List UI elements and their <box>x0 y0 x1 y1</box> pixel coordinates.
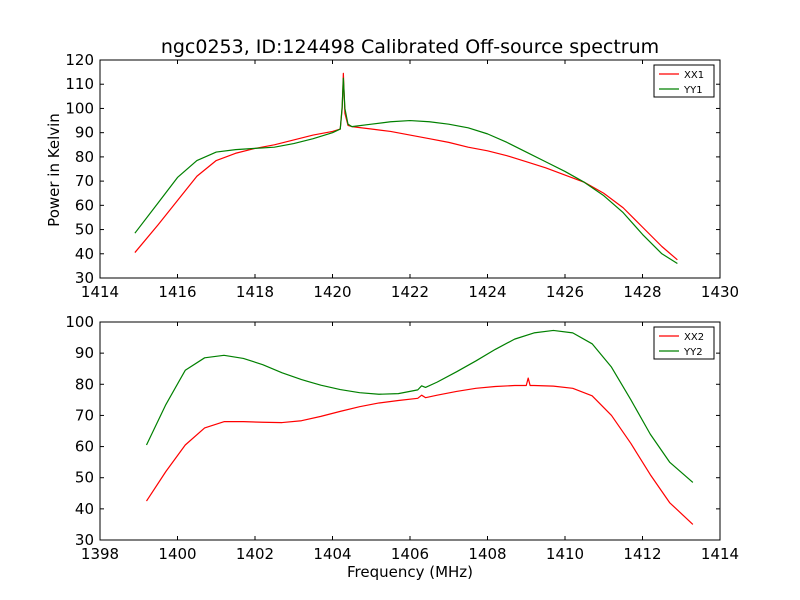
bottom-x-axis-label: Frequency (MHz) <box>347 563 473 581</box>
series-line-xx2 <box>145 377 694 525</box>
x-tick-label: 1404 <box>313 545 351 563</box>
x-tick-label: 1410 <box>546 545 584 563</box>
x-tick-label: 1418 <box>236 283 274 301</box>
x-tick-label: 1414 <box>701 545 739 563</box>
bottom-plot: 1398 1400 1402 1404 1406 1408 1410 1412 1414 30 40… <box>65 313 739 563</box>
y-tick-label: 50 <box>75 469 94 487</box>
y-tick-label: 80 <box>75 148 94 166</box>
x-tick-label: 1430 <box>701 283 739 301</box>
series-line-xx1 <box>134 72 678 261</box>
x-tick-label: 1424 <box>468 283 506 301</box>
x-tick-label: 1422 <box>391 283 429 301</box>
legend-box <box>653 326 715 360</box>
y-tick-label: 100 <box>65 99 94 117</box>
y-tick-label: 40 <box>75 500 94 518</box>
y-tick-label: 80 <box>75 375 94 393</box>
legend-box <box>653 64 715 98</box>
x-tick-label: 1420 <box>313 283 351 301</box>
top-chart-title: ngc0253, ID:124498 Calibrated Off-source… <box>161 36 659 58</box>
x-tick-label: 1402 <box>236 545 274 563</box>
y-tick-label: 60 <box>75 438 94 456</box>
series-line-yy1 <box>134 77 678 264</box>
y-tick-label: 90 <box>75 124 94 142</box>
top-plot: 1414 1416 1418 1420 1422 1424 1426 1428 1430 30 40… <box>65 51 739 301</box>
y-tick-label: 40 <box>75 245 94 263</box>
y-tick-label: 120 <box>65 51 94 69</box>
legend-label-xx2: XX2 <box>684 332 704 343</box>
x-tick-label: 1414 <box>81 283 119 301</box>
y-tick-label: 70 <box>75 172 94 190</box>
x-tick-label: 1416 <box>158 283 196 301</box>
x-tick-label: 1428 <box>623 283 661 301</box>
top-y-axis-label: Power in Kelvin <box>45 113 63 227</box>
y-tick-label: 50 <box>75 221 94 239</box>
y-tick-label: 70 <box>75 406 94 424</box>
x-tick-label: 1412 <box>623 545 661 563</box>
y-tick-label: 110 <box>65 75 94 93</box>
series-line-yy2 <box>145 329 694 483</box>
x-tick-label: 1408 <box>468 545 506 563</box>
legend-label-yy1: YY1 <box>683 85 703 96</box>
x-tick-label: 1400 <box>158 545 196 563</box>
y-tick-label: 30 <box>75 269 94 287</box>
x-tick-label: 1406 <box>391 545 429 563</box>
x-tick-label: 1398 <box>81 545 119 563</box>
y-tick-label: 90 <box>75 344 94 362</box>
legend-label-xx1: XX1 <box>684 70 704 81</box>
x-tick-label: 1426 <box>546 283 584 301</box>
legend-label-yy2: YY2 <box>683 347 703 358</box>
y-tick-label: 30 <box>75 531 94 549</box>
y-tick-label: 100 <box>65 313 94 331</box>
y-tick-label: 60 <box>75 196 94 214</box>
